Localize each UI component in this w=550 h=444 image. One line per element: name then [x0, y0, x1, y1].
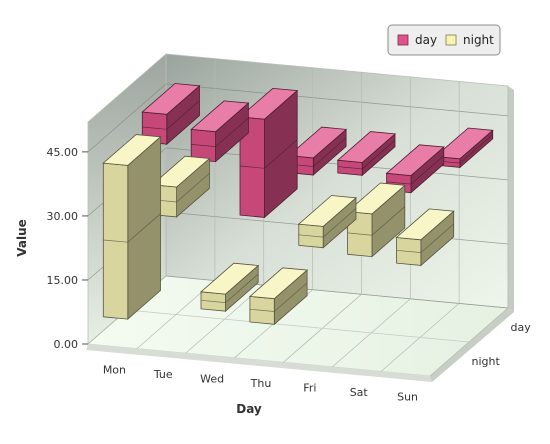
x-tick-label-thu: Thu — [250, 377, 272, 390]
bars — [102, 83, 494, 326]
bar-night-wed — [200, 262, 260, 313]
bar-night-tue-top — [151, 155, 211, 188]
back-wall — [165, 53, 509, 309]
bar-night-sat-midline — [347, 206, 406, 236]
bar-day-fri-top — [336, 131, 396, 163]
bar-night-wed-midline — [200, 273, 259, 303]
gridline-depth-mid — [126, 309, 470, 343]
bar-day-wed-midline — [239, 139, 298, 169]
bar-night-fri-midline — [298, 208, 357, 238]
bar-night-sun-top — [395, 208, 455, 241]
bar-day-wed — [239, 87, 299, 219]
gridline-x-7 — [429, 86, 509, 377]
bar-day-sun-top — [434, 127, 494, 160]
bar-night-fri — [297, 195, 357, 249]
bar-night-wed-top — [200, 262, 260, 295]
y-tick-label-1: 15.00 — [47, 274, 79, 287]
gridline-x-5 — [332, 76, 411, 368]
bar-night-sun — [395, 208, 455, 267]
depth-tick-label-night: night — [472, 355, 501, 368]
bar-night-thu — [248, 267, 309, 326]
x-tick-label-mon: Mon — [103, 363, 126, 376]
floor-edge-right — [430, 308, 514, 382]
axis-labels: 0.00 15.00 30.00 45.00 Mon Tue Wed Thu Fri Sat Sun… — [47, 146, 532, 404]
bar-night-sun-midline — [396, 223, 454, 253]
floor-edge-front — [86, 344, 432, 382]
x-tick-label-tue: Tue — [153, 368, 173, 381]
x-tick-label-sun: Sun — [397, 391, 418, 404]
bar-day-thu-top — [287, 126, 348, 159]
bar-night-tue — [151, 155, 211, 218]
legend-swatch-night — [445, 34, 457, 46]
legend-label-day: day — [415, 33, 437, 47]
bar-day-fri-midline — [337, 140, 396, 170]
bar-night-sat-top — [346, 182, 406, 215]
bar-day-sun — [434, 127, 494, 169]
x-tick-label-wed: Wed — [200, 372, 224, 385]
bar-night-thu-top — [248, 267, 309, 300]
bar-day-fri — [336, 131, 396, 177]
bar-day-mon-midline — [142, 100, 200, 130]
y-tick-label-2: 30.00 — [47, 210, 79, 223]
bar-night-mon-top — [102, 134, 162, 166]
x-tick-label-fri: Fri — [303, 382, 316, 395]
bar-night-mon — [102, 134, 162, 320]
y-tick-label-3: 45.00 — [47, 146, 79, 159]
bar-day-sat-top — [385, 144, 445, 177]
bar-day-tue-top — [190, 100, 250, 133]
bar-night-fri-top — [297, 195, 357, 227]
y-tick-label-0: 0.00 — [54, 338, 79, 351]
legend: day night — [387, 24, 501, 56]
legend-swatch-day — [397, 34, 409, 46]
legend-box — [387, 24, 501, 56]
bar-night-sat — [346, 182, 406, 258]
depth-tick-label-day: day — [511, 321, 532, 334]
bar-night-thu-midline — [249, 282, 308, 312]
bar-day-tue-midline — [191, 117, 249, 147]
x-axis-title: Day — [236, 402, 262, 416]
bar-day-wed-top — [239, 87, 299, 120]
x-tick-label-sat: Sat — [350, 386, 369, 399]
bar-day-mon-top — [141, 83, 201, 115]
bar-day-sat-midline — [386, 155, 445, 185]
y-axis-title: Value — [15, 219, 29, 257]
bar-day-tue — [190, 100, 250, 163]
bar-night-mon-midline — [103, 213, 161, 243]
right-wall-edge — [508, 86, 514, 312]
legend-label-night: night — [463, 33, 494, 47]
